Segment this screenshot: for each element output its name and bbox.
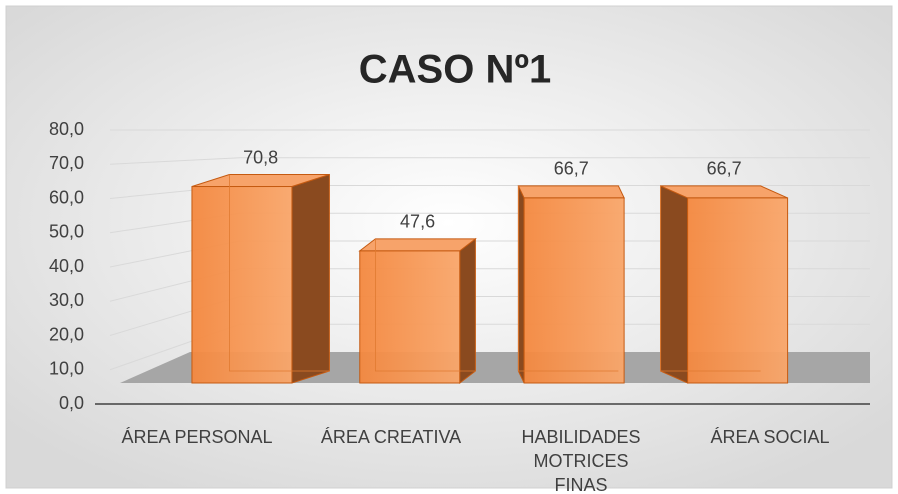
bar-face — [687, 197, 789, 384]
bar — [660, 185, 789, 384]
y-tick-label: 40,0 — [49, 256, 84, 276]
bar-face — [229, 174, 330, 372]
bar-face — [517, 185, 619, 372]
y-tick-label: 0,0 — [59, 393, 84, 413]
bar-face — [291, 173, 330, 384]
bar-face — [459, 237, 476, 385]
y-tick-label: 80,0 — [49, 119, 84, 139]
data-label: 47,6 — [400, 212, 435, 232]
bar-face — [517, 185, 525, 384]
bar-face — [523, 197, 625, 384]
x-tick-label: ÁREA CREATIVA — [320, 427, 462, 447]
y-tick-label: 10,0 — [49, 359, 84, 379]
y-tick-label: 20,0 — [49, 324, 84, 344]
bar-face — [660, 185, 761, 372]
bar-face — [359, 250, 461, 384]
bar — [517, 185, 625, 384]
bar-face — [191, 186, 293, 384]
bar-face — [358, 238, 477, 252]
bar-face — [517, 185, 625, 199]
y-tick-label: 60,0 — [49, 187, 84, 207]
y-tick-label: 50,0 — [49, 222, 84, 242]
bar — [358, 237, 477, 385]
grid-line — [109, 157, 870, 165]
bar — [191, 173, 330, 384]
x-tick-label: HABILIDADES MOTRICES FINAS — [521, 427, 641, 494]
bar-face — [374, 238, 476, 372]
data-label: 70,8 — [243, 147, 278, 167]
bar-face — [660, 185, 689, 384]
x-tick-label: ÁREA PERSONAL — [121, 427, 273, 447]
data-label: 66,7 — [554, 159, 589, 179]
x-tick-label: ÁREA SOCIAL — [710, 427, 830, 447]
y-tick-label: 70,0 — [49, 153, 84, 173]
y-tick-label: 30,0 — [49, 290, 84, 310]
chart-title: CASO Nº1 — [359, 48, 551, 92]
data-label: 66,7 — [707, 159, 742, 179]
